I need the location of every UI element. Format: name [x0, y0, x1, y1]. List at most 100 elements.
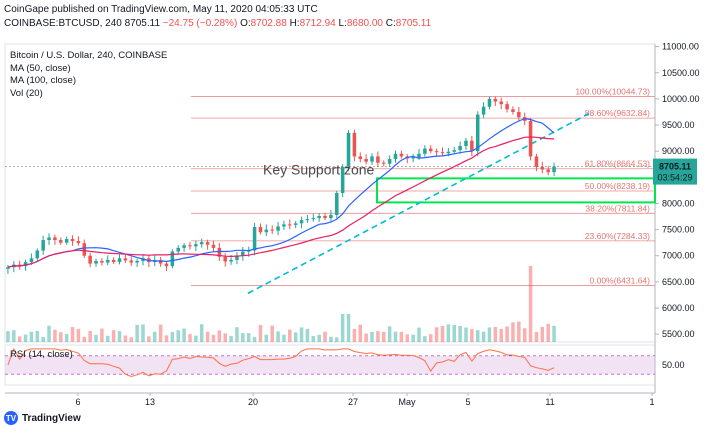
candle-body: [41, 240, 45, 251]
volume-bar: [335, 337, 339, 342]
price-tick-label: 8000.00: [662, 198, 695, 208]
rsi-band: [5, 355, 655, 375]
chart-legend: Bitcoin / U.S. Dollar, 240, COINBASE MA …: [10, 50, 167, 100]
candle-body: [534, 156, 539, 167]
volume-bar: [282, 334, 286, 342]
candle-body: [100, 260, 104, 263]
candle-body: [487, 98, 492, 107]
candle-body: [76, 241, 81, 244]
volume-bar: [53, 329, 57, 342]
price-tick-label: 10000.00: [662, 94, 700, 104]
tradingview-logo[interactable]: TV TradingView: [4, 411, 81, 425]
volume-bar: [487, 327, 492, 342]
price-pane[interactable]: [4, 43, 656, 343]
candle-body: [6, 267, 10, 269]
candle-body: [258, 226, 263, 233]
candle-body: [481, 106, 486, 115]
price-tick-label: 5500.00: [662, 329, 695, 339]
key-support-annotation: Key Support zone: [263, 161, 375, 177]
candle-body: [288, 224, 292, 226]
volume-bar: [540, 326, 545, 342]
volume-bar: [358, 324, 363, 342]
candle-body: [305, 219, 310, 221]
candle-body: [317, 216, 321, 219]
candle-body: [335, 193, 339, 215]
candle-body: [505, 104, 509, 110]
legend-ma50: MA (50, close): [10, 62, 71, 74]
volume-bar: [352, 328, 357, 342]
price-tick-label: 10500.00: [662, 68, 700, 78]
volume-bar: [205, 331, 210, 342]
volume-bar: [305, 328, 310, 342]
candle-body: [499, 101, 503, 105]
fib-level-label: 23.60%(7284.33): [585, 231, 650, 241]
volume-bar: [293, 332, 298, 342]
close-label: C:: [385, 18, 396, 29]
candle-body: [423, 148, 427, 154]
candle-body: [393, 153, 398, 160]
volume-bar: [176, 330, 180, 342]
volume-bar: [376, 331, 380, 342]
volume-bar: [399, 331, 404, 342]
volume-bar: [323, 331, 327, 342]
candle-body: [276, 226, 280, 231]
volume-bar: [211, 334, 216, 342]
volume-bar: [458, 325, 462, 342]
candle-body: [270, 229, 274, 231]
last-price-badge-text: 8705.11: [659, 162, 691, 172]
volume-bar: [6, 331, 10, 342]
candle-body: [446, 151, 451, 154]
candle-body: [59, 240, 63, 243]
candle-body: [164, 263, 169, 267]
rsi-pane[interactable]: [4, 344, 656, 386]
time-tick-label: 11: [545, 397, 554, 407]
candle-body: [546, 169, 550, 173]
candle-body: [82, 243, 87, 256]
price-change: −24.75 (−0.28%): [162, 18, 238, 29]
time-tick-label: May: [398, 397, 416, 407]
candle-body: [211, 244, 216, 248]
candle-body: [53, 237, 57, 241]
volume-bar: [317, 334, 321, 342]
candle-body: [346, 132, 351, 167]
candle-body: [511, 109, 515, 112]
volume-bar: [223, 333, 227, 342]
volume-bar: [35, 330, 40, 342]
fib-level-label: 61.80%(8664.53): [585, 159, 650, 169]
volume-bar: [423, 336, 427, 342]
candle-body: [387, 159, 392, 164]
volume-bar: [241, 333, 245, 342]
candle-body: [434, 151, 439, 153]
candle-body: [176, 247, 180, 252]
open-label: O:: [240, 18, 251, 29]
volume-bar: [464, 327, 468, 342]
candle-body: [252, 226, 257, 251]
high-label: H:: [289, 18, 300, 29]
volume-bar: [64, 334, 69, 342]
candle-body: [64, 239, 69, 243]
candle-body: [528, 120, 533, 157]
price-tick-label: 6000.00: [662, 303, 695, 313]
ohlc-line: COINBASE:BTCUSD, 240 8705.11 −24.75 (−0.…: [4, 18, 431, 29]
volume-bar: [94, 334, 98, 342]
candle-body: [382, 162, 386, 164]
volume-bar: [23, 334, 28, 342]
volume-bar: [481, 331, 486, 342]
volume-bar: [534, 331, 539, 342]
fib-level-label: 100.00%(10044.73): [575, 87, 650, 97]
volume-bar: [364, 333, 368, 342]
volume-bar: [88, 331, 92, 342]
candle-body: [241, 251, 245, 256]
candle-body: [217, 247, 222, 257]
rsi-tick-label: 50.00: [662, 360, 685, 370]
volume-bar: [47, 325, 51, 342]
candle-body: [199, 242, 204, 245]
volume-bar: [370, 331, 374, 342]
ma50-line: [7, 117, 555, 268]
candle-body: [358, 156, 363, 160]
candle-body: [470, 140, 474, 152]
volume-bar: [340, 314, 345, 342]
candle-body: [417, 153, 421, 158]
volume-bar: [246, 333, 251, 342]
